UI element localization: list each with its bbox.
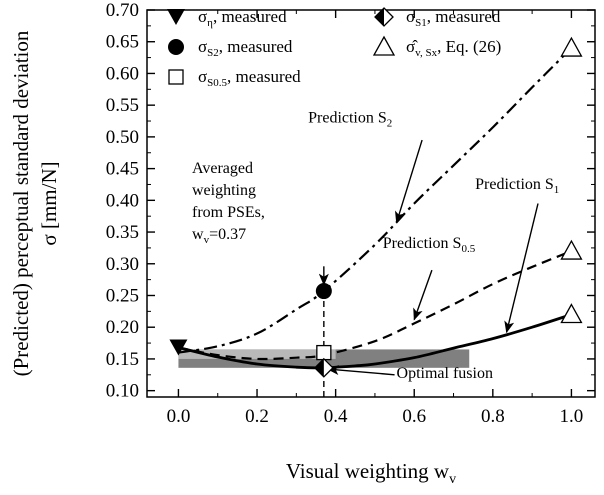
marker-shape: [316, 344, 332, 361]
x-tick-label: 1.0: [560, 406, 584, 427]
series-line-1: [178, 250, 572, 361]
shaded-band-1: [178, 349, 336, 359]
averaged-note-line-1: weighting: [192, 182, 256, 199]
legend-label-0: ση, measured: [198, 7, 287, 29]
y-axis-title-line2: σ [mm/N]: [37, 161, 61, 245]
y-tick-label: 0.10: [106, 381, 139, 402]
data-markers: [169, 36, 583, 378]
y-tick-label: 0.55: [106, 95, 139, 116]
averaged-note-wv: wv=0.37: [192, 226, 246, 246]
x-tick-label: 0.0: [167, 406, 191, 427]
data-marker-4: [560, 36, 583, 57]
averaged-note-line-2: from PSEs,: [192, 204, 265, 221]
annotation-arrow-1: [413, 269, 433, 321]
x-tick-label: 0.6: [402, 406, 426, 427]
legend-marker-3: [372, 35, 396, 56]
legend-label-1: σS1, measured: [406, 7, 501, 29]
y-tick-label: 0.15: [106, 349, 139, 370]
legend-marker-4: [168, 69, 184, 85]
x-tick-label: 0.2: [245, 406, 269, 427]
series-line-2: [178, 313, 572, 370]
data-marker-6: [560, 303, 583, 324]
axis-titles: Visual weighting wv (Predicted) perceptua…: [9, 30, 456, 487]
y-tick-label: 0.40: [106, 190, 139, 211]
marker-shape: [168, 69, 184, 85]
averaged-note-line-0: Averaged: [192, 160, 253, 177]
marker-fill: [314, 358, 324, 377]
marker-shape: [167, 9, 185, 25]
axes: 0.10 0.15 0.20 0.25 0.30 0.35 0.40 0.45 0.50 0.55…: [106, 0, 596, 427]
prediction-curves: [178, 47, 573, 370]
y-tick-label: 0.20: [106, 317, 139, 338]
data-marker-5: [560, 239, 583, 260]
marker-shape: [372, 35, 396, 56]
marker-shape: [315, 283, 332, 300]
annotation-label-0: Prediction S2: [308, 109, 392, 129]
legend-marker-1: [374, 7, 394, 27]
annotation-label-3: Optimal fusion: [397, 365, 493, 382]
annotation-label-1: Prediction S0.5: [383, 235, 476, 255]
x-axis-title: Visual weighting wv: [286, 459, 456, 487]
y-axis-title-line1: (Predicted) perceptual standard deviatio…: [9, 30, 33, 376]
y-tick-label: 0.35: [106, 222, 139, 243]
legend-label-2: σS2, measured: [198, 37, 293, 59]
marker-shape: [560, 239, 583, 260]
marker-shape: [169, 339, 188, 356]
annotation-arrow-2: [504, 203, 539, 334]
annotations: Prediction S2 Prediction S0.5 Prediction S…: [192, 109, 559, 382]
marker-shape: [168, 39, 184, 55]
marker-fill: [375, 8, 384, 26]
data-marker-2: [316, 344, 332, 361]
y-tick-label: 0.65: [106, 32, 139, 53]
annotation-label-2: Prediction S1: [475, 176, 559, 196]
y-tick-label: 0.60: [106, 63, 139, 84]
legend: ση, measured σS1, measured σS2, measured σ̂…: [167, 7, 501, 89]
y-tick-label: 0.45: [106, 159, 139, 180]
y-tick-label: 0.50: [106, 127, 139, 148]
y-tick-label: 0.25: [106, 285, 139, 306]
marker-shape: [560, 303, 583, 324]
x-tick-label: 0.4: [324, 406, 348, 427]
legend-marker-0: [167, 9, 185, 25]
legend-label-4: σS0.5, measured: [198, 67, 301, 89]
annotation-arrow-0: [395, 139, 423, 224]
data-marker-3: [313, 357, 334, 378]
y-tick-label: 0.30: [106, 254, 139, 275]
legend-marker-2: [168, 39, 184, 55]
data-marker-0: [169, 339, 188, 356]
x-tick-label: 0.8: [481, 406, 505, 427]
annotation-arrow-3: [326, 365, 395, 376]
y-tick-label: 0.70: [106, 0, 139, 21]
marker-shape: [560, 36, 583, 57]
legend-label-3: σ̂v, Sx, Eq. (26): [406, 37, 501, 59]
data-marker-1: [315, 283, 332, 300]
plot-frame: [146, 9, 596, 398]
